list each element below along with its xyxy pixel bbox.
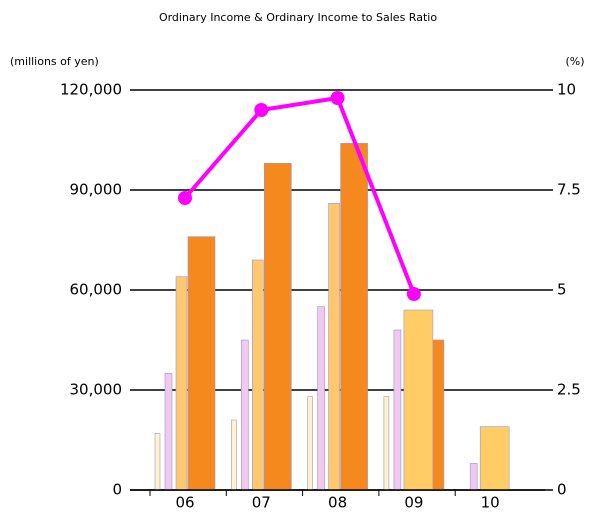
bar (393, 329, 402, 491)
x-tick-label: 06 (175, 494, 194, 512)
bar (175, 276, 188, 491)
bar (241, 339, 249, 491)
ratio-line (183, 95, 416, 295)
bar (164, 373, 173, 491)
y2-axis-label: (%) (565, 55, 584, 68)
bar (403, 309, 434, 491)
x-tick-label: 07 (252, 494, 271, 512)
bar (231, 419, 237, 491)
y2-tick-label: 5 (557, 281, 567, 299)
bar (340, 143, 368, 491)
x-tick-label: 09 (404, 494, 423, 512)
bar (263, 163, 292, 491)
y-tick-label: 60,000 (70, 281, 123, 299)
bar (328, 203, 340, 491)
ratio-point (406, 287, 421, 301)
bar (187, 236, 216, 491)
y-tick-label: 90,000 (70, 181, 123, 199)
x-tick-label: 08 (328, 494, 347, 512)
y2-tick-label: 7.5 (557, 181, 581, 199)
x-tick-label: 10 (481, 494, 500, 512)
ratio-point (254, 103, 269, 117)
chart-title: Ordinary Income & Ordinary Income to Sal… (159, 11, 437, 24)
bar (307, 396, 313, 491)
ratio-point (178, 191, 192, 205)
y2-tick-label: 2.5 (557, 381, 581, 399)
y-tick-label: 120,000 (60, 81, 122, 99)
bar (252, 259, 264, 491)
y2-tick-label: 0 (557, 481, 567, 499)
y-tick-label: 30,000 (70, 381, 123, 399)
bar (317, 306, 325, 491)
bar (383, 396, 390, 491)
y-axis-label: (millions of yen) (10, 55, 99, 68)
ratio-point (330, 91, 345, 105)
bar (469, 463, 478, 491)
y-tick-label: 0 (112, 481, 122, 499)
y2-tick-label: 10 (557, 81, 576, 99)
bar (154, 433, 161, 491)
bar (479, 426, 510, 491)
